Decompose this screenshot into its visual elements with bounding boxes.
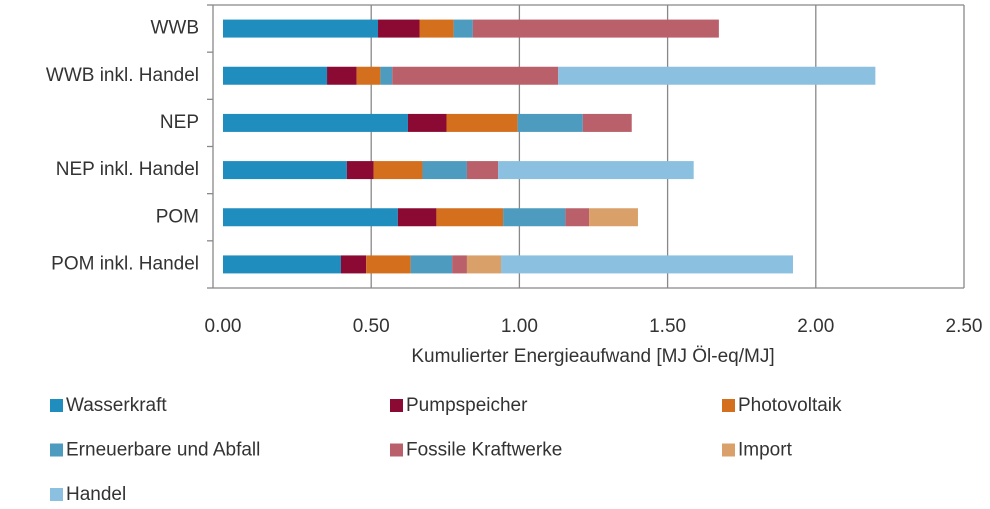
bar-segment <box>346 161 374 180</box>
y-tick-label: NEP inkl. Handel <box>56 159 199 180</box>
bar-segment <box>582 113 632 132</box>
bar-segment <box>223 161 347 180</box>
bar-segment <box>223 208 398 227</box>
x-tick-label: 1.50 <box>649 316 686 337</box>
bar-segment <box>373 161 423 180</box>
bar-segment <box>503 208 566 227</box>
bar-segment <box>498 161 694 180</box>
bar-segment <box>327 66 357 85</box>
x-tick-label: 0.00 <box>205 316 242 337</box>
legend-swatch <box>390 443 403 457</box>
bar-segment <box>436 208 504 227</box>
bar-segment <box>223 19 379 38</box>
bar-segment <box>466 255 502 274</box>
legend-label: Import <box>738 440 793 461</box>
legend-label: Photovoltaik <box>738 395 842 416</box>
bar-segment <box>223 113 408 132</box>
legend-label: Pumpspeicher <box>406 395 528 416</box>
bar-segment <box>223 255 341 274</box>
legend-swatch <box>722 443 735 457</box>
x-tick-label: 2.50 <box>946 316 983 337</box>
bar-segment <box>422 161 467 180</box>
bar-segment <box>419 19 454 38</box>
legend-label: Erneuerbare und Abfall <box>66 440 260 461</box>
legend-label: Wasserkraft <box>66 395 167 416</box>
legend-swatch <box>50 488 63 501</box>
x-tick-label: 0.50 <box>353 316 390 337</box>
bar-segment <box>378 19 420 38</box>
bar-segment <box>223 66 328 85</box>
bar-segment <box>472 19 719 38</box>
bar-segment <box>446 113 518 132</box>
legend-swatch <box>50 443 63 457</box>
y-tick-label: WWB <box>150 18 199 39</box>
bar-segment <box>558 66 876 85</box>
y-tick-label: POM <box>156 206 199 227</box>
legend-swatch <box>722 399 735 412</box>
y-tick-label: WWB inkl. Handel <box>46 65 199 86</box>
x-tick-label: 1.00 <box>501 316 538 337</box>
bar-segment <box>407 113 447 132</box>
y-tick-label: POM inkl. Handel <box>51 253 199 274</box>
bar-segment <box>517 113 583 132</box>
x-tick-label: 2.00 <box>797 316 834 337</box>
bar-segment <box>380 66 393 85</box>
bar-segment <box>466 161 499 180</box>
bar-segment <box>452 255 467 274</box>
bar-segment <box>366 255 411 274</box>
bar-segment <box>565 208 590 227</box>
bar-segment <box>356 66 381 85</box>
bar-segment <box>453 19 473 38</box>
legend-label: Fossile Kraftwerke <box>406 440 562 461</box>
x-axis-label: Kumulierter Energieaufwand [MJ Öl-eq/MJ] <box>411 346 774 367</box>
bar-segment <box>501 255 793 274</box>
y-tick-label: NEP <box>160 112 199 133</box>
legend-swatch <box>50 399 63 412</box>
legend-swatch <box>390 399 403 412</box>
legend-label: Handel <box>66 484 126 505</box>
bar-segment <box>397 208 437 227</box>
bar-segment <box>392 66 559 85</box>
bar-segment <box>340 255 367 274</box>
bar-segment <box>589 208 638 227</box>
bar-segment <box>410 255 453 274</box>
